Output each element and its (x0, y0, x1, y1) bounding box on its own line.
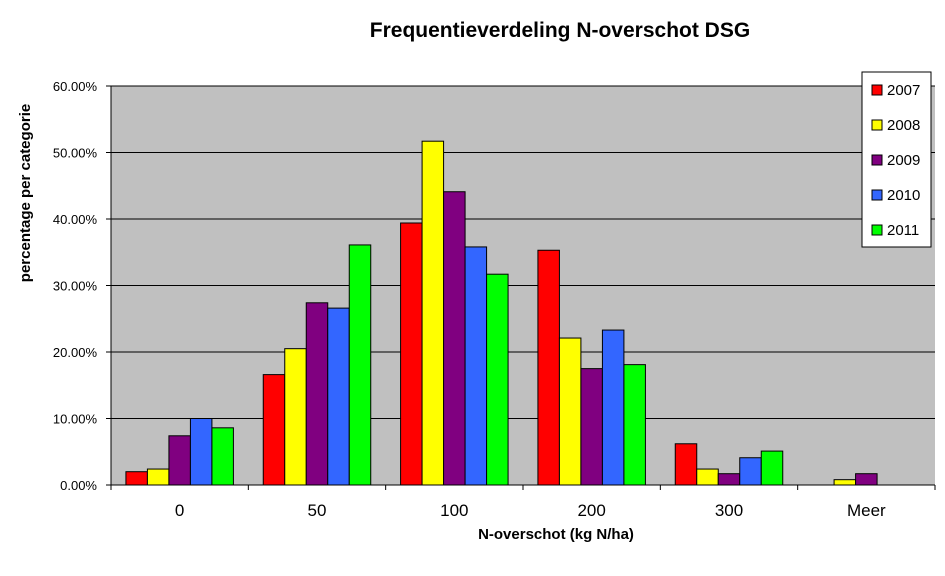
bar-2008-50 (284, 348, 307, 486)
bar-2009-Meer (855, 473, 878, 486)
legend-swatch-2010 (871, 189, 883, 201)
bar-2010-50 (327, 307, 350, 486)
legend-swatch-2009 (871, 154, 883, 166)
bar-2009-0 (168, 435, 191, 486)
bar-2007-0 (125, 471, 148, 486)
legend-label-2009: 2009 (887, 152, 920, 169)
legend-swatch-2007 (871, 84, 883, 96)
gridlines (106, 85, 935, 486)
bar-2008-300 (696, 468, 719, 486)
y-tick-label: 50.00% (53, 146, 98, 161)
legend-label-2011: 2011 (887, 222, 919, 239)
bar-2007-200 (537, 249, 560, 486)
y-tick-label: 0.00% (60, 478, 97, 493)
x-tick-labels: 0 50 100 200 300 Meer (175, 501, 886, 520)
bar-2010-300 (739, 457, 762, 486)
y-axis-title: percentage per categorie (17, 104, 34, 282)
x-tick-label: Meer (847, 501, 886, 520)
bar-2011-200 (623, 364, 646, 486)
x-tick-label: 200 (577, 501, 605, 520)
bar-2010-200 (601, 329, 625, 486)
bar-2011-50 (348, 244, 372, 486)
x-tick-label: 300 (715, 501, 743, 520)
y-tick-label: 10.00% (53, 412, 98, 427)
bar-2008-Meer (833, 479, 857, 486)
bar-2009-300 (717, 473, 741, 486)
legend-label-2008: 2008 (887, 117, 920, 134)
bar-2011-300 (760, 450, 784, 486)
y-tick-label: 20.00% (53, 345, 98, 360)
bar-2007-100 (400, 222, 423, 486)
bar-2007-300 (674, 443, 698, 486)
chart-title: Frequentieverdeling N-overschot DSG (370, 19, 750, 42)
y-tick-label: 30.00% (53, 279, 98, 294)
bar-2008-200 (558, 337, 582, 486)
legend-label-2010: 2010 (887, 187, 920, 204)
bar-2010-0 (189, 418, 213, 486)
x-tick-label: 0 (175, 501, 184, 520)
bar-2008-0 (146, 468, 170, 486)
bar-2009-50 (305, 302, 329, 486)
bar-2011-0 (211, 427, 234, 486)
x-tick-label: 100 (440, 501, 468, 520)
x-axis-title: N-overschot (kg N/ha) (478, 526, 634, 543)
bar-2008-100 (421, 140, 445, 486)
y-tick-label: 60.00% (53, 79, 98, 94)
bar-2007-50 (262, 374, 286, 486)
legend-label-2007: 2007 (887, 82, 920, 99)
bar-2010-100 (464, 246, 488, 486)
axes (110, 86, 936, 490)
bar-2009-100 (443, 191, 466, 486)
legend-swatch-2011 (871, 224, 883, 236)
bar-2011-100 (486, 273, 509, 486)
legend-swatch-2008 (871, 119, 883, 131)
bar-2009-200 (580, 368, 603, 486)
legend: 2007 2008 2009 2010 2011 (861, 71, 932, 248)
bars (125, 140, 878, 486)
y-tick-labels: 0.00% 10.00% 20.00% 30.00% 40.00% 50.00% 60.00… (53, 79, 98, 493)
x-tick-label: 50 (308, 501, 327, 520)
y-tick-label: 40.00% (53, 212, 98, 227)
